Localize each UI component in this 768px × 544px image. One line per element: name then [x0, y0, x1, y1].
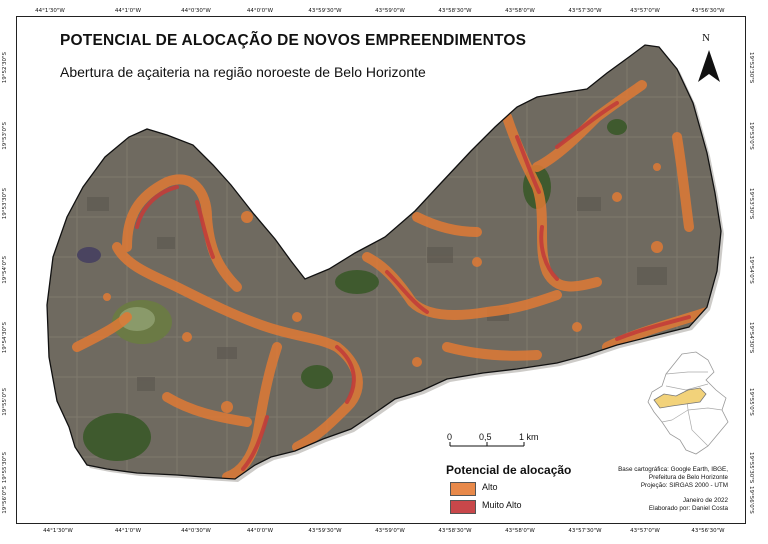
bottom-tick: 43°58'30"W [438, 528, 472, 534]
left-tick: 19°55'0"S [2, 388, 8, 416]
top-tick: 44°0'0"W [246, 8, 274, 14]
left-tick: 19°54'0"S [2, 256, 8, 284]
left-tick: 19°52'30"S [2, 52, 8, 84]
bottom-tick: 43°59'0"W [375, 528, 405, 534]
bottom-tick: 44°0'30"W [181, 528, 211, 534]
legend-item-alto: Alto [450, 482, 570, 496]
right-tick: 19°55'30"S [748, 452, 754, 484]
legend-item-muito-alto: Muito Alto [450, 500, 570, 514]
bottom-tick: 43°59'30"W [308, 528, 342, 534]
region-boundary [46, 44, 722, 480]
muito-alto-zones [135, 101, 691, 471]
scale-label-start: 0 [447, 432, 453, 442]
top-tick: 44°0'30"W [181, 8, 211, 14]
top-tick: 43°58'30"W [438, 8, 472, 14]
map-subtitle: Abertura de açaiteria na região noroeste… [60, 64, 426, 80]
map-title: POTENCIAL DE ALOCAÇÃO DE NOVOS EMPREENDI… [60, 32, 527, 49]
bottom-tick: 44°1'30"W [43, 528, 73, 534]
right-tick: 19°53'0"S [748, 122, 754, 150]
region-map [46, 44, 724, 482]
right-tick: 19°55'0"S [748, 388, 754, 416]
right-tick: 19°54'30"S [748, 322, 754, 354]
credits-projection: Projeção: SIRGAS 2000 - UTM [640, 482, 728, 489]
left-tick: 19°53'30"S [2, 188, 8, 220]
top-tick: 43°57'30"W [568, 8, 602, 14]
scale-label-mid: 0,5 [479, 432, 492, 442]
map-credits: Base cartográfica: Google Earth, IBGE, P… [608, 466, 728, 513]
bottom-tick: 43°57'30"W [568, 528, 602, 534]
right-tick: 19°52'30"S [748, 52, 754, 84]
legend-title: Potencial de alocação [446, 463, 572, 477]
top-tick: 43°56'30"W [691, 8, 725, 14]
bottom-tick: 44°1'0"W [114, 528, 142, 534]
north-arrow-icon [698, 50, 720, 82]
top-tick: 43°59'0"W [375, 8, 405, 14]
north-label: N [702, 32, 710, 44]
legend-swatch-muito-alto [450, 500, 476, 514]
scale-bar [449, 442, 525, 447]
left-tick: 19°55'30"S [2, 452, 8, 484]
legend-label-muito-alto: Muito Alto [482, 500, 522, 510]
alto-spots [103, 163, 663, 413]
bottom-tick: 43°57'0"W [630, 528, 660, 534]
top-tick: 44°1'0"W [114, 8, 142, 14]
top-tick: 43°58'0"W [505, 8, 535, 14]
left-tick: 19°54'30"S [2, 322, 8, 354]
top-tick: 43°57'0"W [630, 8, 660, 14]
top-tick: 44°1'30"W [35, 8, 65, 14]
scale-label-end: 1 km [519, 432, 539, 442]
credits-base: Base cartográfica: Google Earth, IBGE, [618, 466, 728, 473]
locator-inset-map [647, 351, 729, 455]
credits-author: Elaborado por: Daniel Costa [648, 505, 728, 512]
district-lines [661, 371, 723, 447]
left-tick: 19°56'0"S [2, 486, 8, 514]
left-tick: 19°53'0"S [2, 122, 8, 150]
bottom-tick: 43°56'30"W [691, 528, 725, 534]
legend-swatch-alto [450, 482, 476, 496]
bottom-tick: 43°58'0"W [505, 528, 535, 534]
highlighted-region [653, 387, 707, 409]
top-tick: 43°59'30"W [308, 8, 342, 14]
right-tick: 19°54'0"S [748, 256, 754, 284]
bottom-tick: 44°0'0"W [246, 528, 274, 534]
legend-label-alto: Alto [482, 482, 498, 492]
right-tick: 19°53'30"S [748, 188, 754, 220]
lake [77, 247, 101, 263]
right-tick: 19°56'0"S [748, 486, 754, 514]
credits-base-2: Prefeitura de Belo Horizonte [648, 474, 728, 481]
credits-date: Janeiro de 2022 [682, 497, 728, 504]
